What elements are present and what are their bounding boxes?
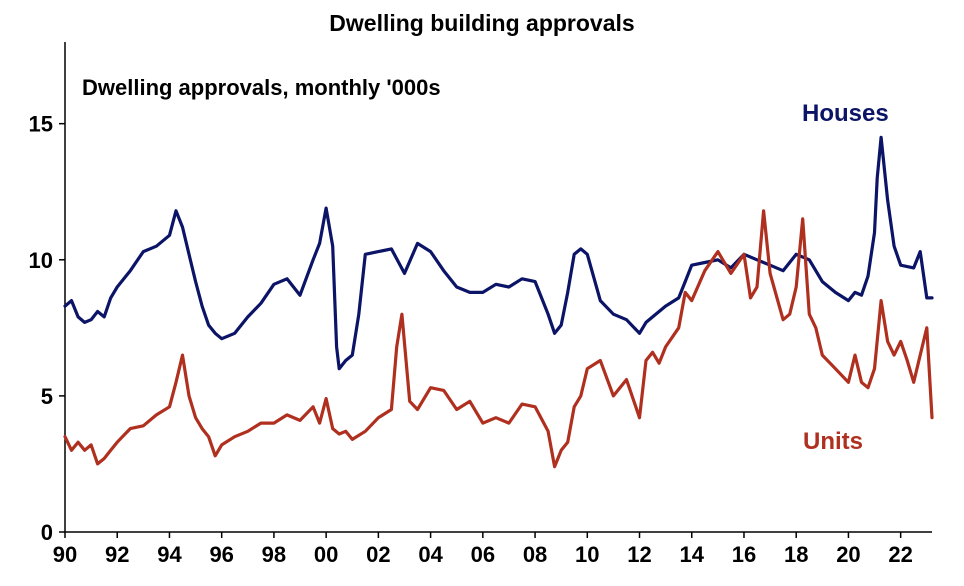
chart-axes: 0 5 10 15 90 92 94 96 98 00 02 04 06 08 10 12 14 16 18 20 22 xyxy=(29,42,932,567)
series-line-houses xyxy=(63,135,934,371)
x-tick-label: 12 xyxy=(627,542,651,567)
chart-subtitle: Dwelling approvals, monthly '000s xyxy=(82,75,441,100)
x-tick-label: 98 xyxy=(262,542,286,567)
x-tick-label: 06 xyxy=(471,542,495,567)
y-tick-label: 5 xyxy=(41,384,53,409)
series-label-houses: Houses xyxy=(802,100,889,127)
x-tick-label: 16 xyxy=(732,542,756,567)
x-tick-label: 14 xyxy=(680,542,705,567)
x-tick-label: 96 xyxy=(209,542,233,567)
series-label-units: Units xyxy=(803,428,863,455)
y-tick-label: 0 xyxy=(41,520,53,545)
x-tick-label: 92 xyxy=(105,542,129,567)
y-tick-label: 15 xyxy=(29,112,53,137)
series-line-units xyxy=(63,209,934,469)
x-tick-label: 90 xyxy=(53,542,77,567)
x-tick-label: 18 xyxy=(784,542,808,567)
x-tick-label: 08 xyxy=(523,542,547,567)
x-tick-label: 02 xyxy=(366,542,390,567)
x-tick-label: 22 xyxy=(888,542,912,567)
x-tick-label: 94 xyxy=(157,542,182,567)
x-tick-label: 04 xyxy=(418,542,443,567)
chart-title: Dwelling building approvals xyxy=(329,10,635,36)
x-tick-label: 20 xyxy=(836,542,860,567)
x-tick-label: 00 xyxy=(314,542,338,567)
x-tick-label: 10 xyxy=(575,542,599,567)
chart-plot-area xyxy=(63,135,934,469)
y-tick-label: 10 xyxy=(29,248,53,273)
